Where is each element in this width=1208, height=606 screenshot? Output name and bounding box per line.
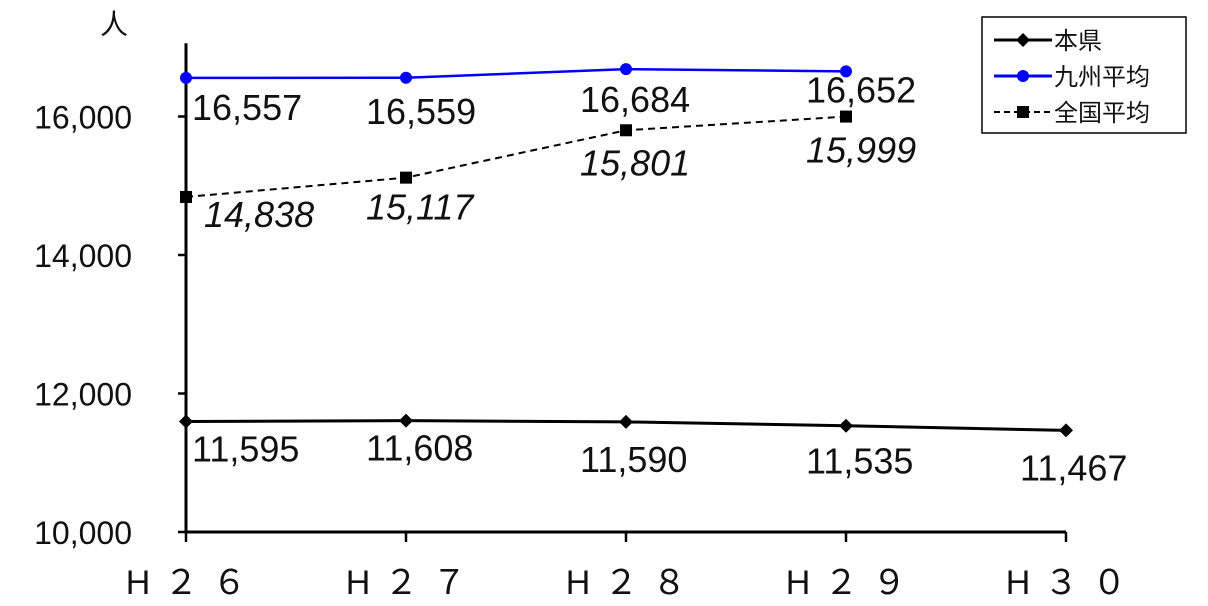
legend-label: 全国平均 xyxy=(1054,99,1150,127)
data-point xyxy=(400,71,412,84)
series-line xyxy=(185,67,847,80)
y-tick-label: 12,000 xyxy=(34,377,132,413)
legend-entry: 全国平均 xyxy=(994,99,1150,127)
data-point xyxy=(179,414,193,429)
x-tick-label: H２６ xyxy=(126,564,261,602)
y-tick-label: 14,000 xyxy=(34,238,132,274)
x-tick-label: H２７ xyxy=(346,564,481,602)
data-point xyxy=(620,124,632,137)
series-2 xyxy=(180,63,852,84)
data-point xyxy=(180,71,192,84)
legend-entry: 本県 xyxy=(994,27,1102,55)
data-point xyxy=(619,414,633,429)
data-point xyxy=(840,110,852,123)
data-point xyxy=(399,413,413,428)
data-labels-layer: 11,595 11,608 11,590 11,535 11,467 16,557 16,5… xyxy=(192,69,1127,488)
data-label: 16,559 xyxy=(366,91,476,132)
legend-entry: 九州平均 xyxy=(994,63,1150,91)
data-point xyxy=(1059,423,1073,438)
data-label: 11,608 xyxy=(366,428,473,469)
data-point xyxy=(840,65,852,78)
data-label: 11,467 xyxy=(1020,447,1127,488)
data-label: 11,595 xyxy=(192,429,299,470)
axes: 10,000 12,000 14,000 16,000 H２６ H２７ H２８ H２９ H３０ xyxy=(34,43,1141,602)
data-point xyxy=(400,171,412,184)
data-label: 14,838 xyxy=(204,194,314,235)
x-tick-label: H２８ xyxy=(566,564,701,602)
data-label: 11,590 xyxy=(580,439,687,480)
data-label: 15,117 xyxy=(366,187,475,228)
data-label: 11,535 xyxy=(806,441,913,482)
y-tick-label: 16,000 xyxy=(34,100,132,136)
series-3 xyxy=(180,110,852,203)
data-label: 16,684 xyxy=(580,79,690,120)
legend-label: 本県 xyxy=(1054,27,1102,55)
legend-swatch-marker xyxy=(1017,70,1029,82)
y-axis-unit-label: 人 xyxy=(100,8,128,41)
data-point xyxy=(180,190,192,203)
series-layer xyxy=(179,63,1073,438)
data-label: 16,652 xyxy=(806,69,916,110)
data-point xyxy=(620,63,632,76)
data-label: 16,557 xyxy=(192,87,302,128)
x-tick-label: H３０ xyxy=(1006,564,1141,602)
data-label: 15,801 xyxy=(580,142,690,183)
data-point xyxy=(839,418,853,433)
legend-swatch-marker xyxy=(1017,106,1029,118)
series-1 xyxy=(179,413,1073,438)
series-line xyxy=(185,115,847,198)
x-tick-label: H２９ xyxy=(786,564,921,602)
legend-swatch-marker xyxy=(1016,33,1030,47)
y-tick-label: 10,000 xyxy=(34,515,132,551)
data-label: 15,999 xyxy=(806,130,916,171)
legend-label: 九州平均 xyxy=(1054,63,1150,91)
